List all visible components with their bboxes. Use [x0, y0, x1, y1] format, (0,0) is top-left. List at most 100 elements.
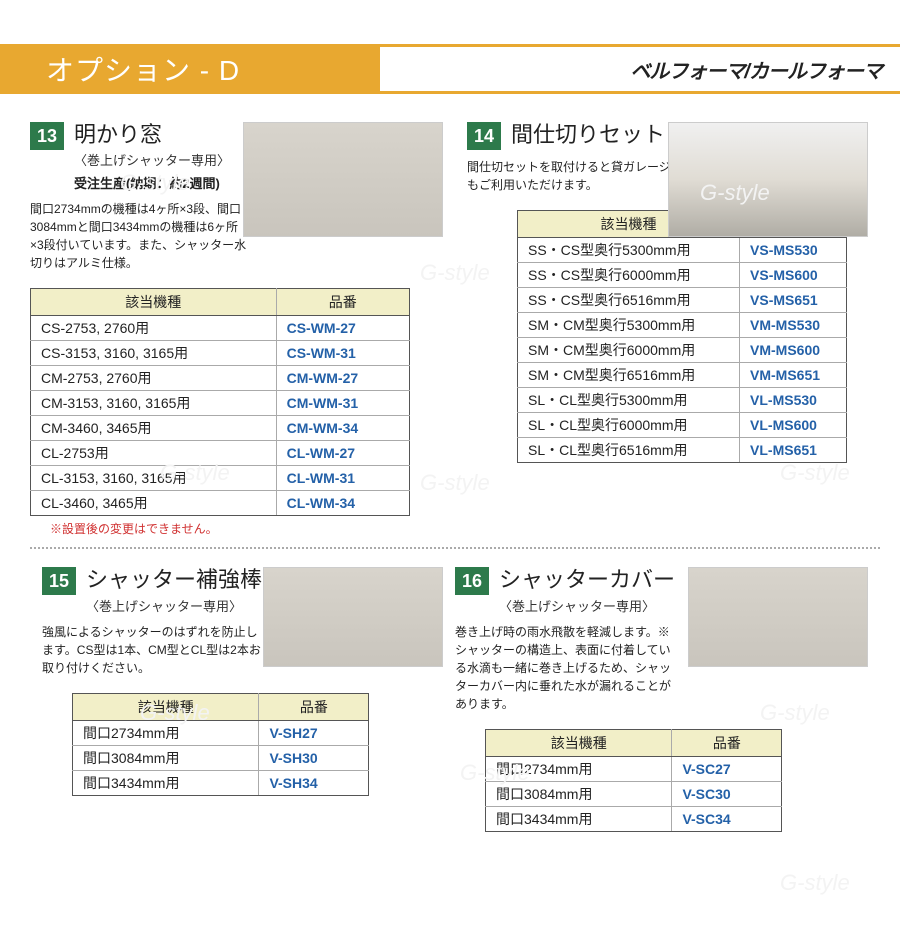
code-cell: CM-WM-34	[276, 416, 409, 441]
table-header: 品番	[672, 729, 782, 756]
section-footnote: ※設置後の変更はできません。	[50, 520, 443, 537]
code-cell: VM-MS600	[740, 338, 847, 363]
model-cell: SM・CM型奥行6000mm用	[518, 338, 740, 363]
table-row: 間口2734mm用V-SC27	[486, 756, 782, 781]
code-cell: VS-MS530	[740, 238, 847, 263]
code-cell: V-SC30	[672, 781, 782, 806]
model-cell: SL・CL型奥行6516mm用	[518, 438, 740, 463]
model-cell: CL-2753用	[31, 441, 277, 466]
section-number: 15	[42, 567, 76, 595]
model-cell: SS・CS型奥行6516mm用	[518, 288, 740, 313]
model-cell: CM-2753, 2760用	[31, 366, 277, 391]
table-row: 間口3084mm用V-SC30	[486, 781, 782, 806]
model-cell: 間口2734mm用	[73, 720, 259, 745]
table-row: CL-3153, 3160, 3165用CL-WM-31	[31, 466, 410, 491]
table-header: 該当機種	[73, 693, 259, 720]
product-image	[243, 122, 443, 237]
table-header: 品番	[276, 289, 409, 316]
model-cell: SL・CL型奥行5300mm用	[518, 388, 740, 413]
header-bar: オプション - D ベルフォーマ/カールフォーマ	[0, 44, 900, 94]
section-14: 14 間仕切りセット 間仕切セットを取付けると貸ガレージにもご利用いただけます。…	[455, 122, 880, 537]
code-cell: VL-MS600	[740, 413, 847, 438]
product-table: 該当機種品番間口2734mm用V-SH27間口3084mm用V-SH30間口34…	[72, 693, 369, 796]
table-row: SS・CS型奥行5300mm用VS-MS530	[518, 238, 847, 263]
model-cell: SS・CS型奥行6000mm用	[518, 263, 740, 288]
table-row: CL-2753用CL-WM-27	[31, 441, 410, 466]
watermark: G-style	[780, 870, 850, 896]
header-title-left: オプション - D	[0, 44, 380, 94]
section-divider	[30, 547, 880, 549]
section-number: 16	[455, 567, 489, 595]
model-cell: 間口2734mm用	[486, 756, 672, 781]
table-row: 間口3084mm用V-SH30	[73, 745, 369, 770]
table-row: CM-3460, 3465用CM-WM-34	[31, 416, 410, 441]
code-cell: V-SH30	[259, 745, 369, 770]
model-cell: 間口3084mm用	[486, 781, 672, 806]
table-header: 該当機種	[31, 289, 277, 316]
code-cell: CM-WM-27	[276, 366, 409, 391]
table-row: SL・CL型奥行5300mm用VL-MS530	[518, 388, 847, 413]
table-row: 間口2734mm用V-SH27	[73, 720, 369, 745]
model-cell: SL・CL型奥行6000mm用	[518, 413, 740, 438]
model-cell: SM・CM型奥行6516mm用	[518, 363, 740, 388]
section-description: 間口2734mmの機種は4ヶ所×3段、間口3084mmと間口3434mmの機種は…	[30, 200, 250, 272]
table-header: 該当機種	[486, 729, 672, 756]
code-cell: VS-MS600	[740, 263, 847, 288]
model-cell: CL-3460, 3465用	[31, 491, 277, 516]
product-table: 該当機種品番SS・CS型奥行5300mm用VS-MS530SS・CS型奥行600…	[517, 210, 847, 463]
code-cell: VS-MS651	[740, 288, 847, 313]
model-cell: CM-3153, 3160, 3165用	[31, 391, 277, 416]
table-row: SM・CM型奥行5300mm用VM-MS530	[518, 313, 847, 338]
section-15: 15 シャッター補強棒 〈巻上げシャッター専用〉 強風によるシャッターのはずれを…	[30, 567, 455, 831]
model-cell: CS-3153, 3160, 3165用	[31, 341, 277, 366]
table-header: 品番	[259, 693, 369, 720]
code-cell: VM-MS530	[740, 313, 847, 338]
product-image	[668, 122, 868, 237]
code-cell: CL-WM-31	[276, 466, 409, 491]
table-row: CM-3153, 3160, 3165用CM-WM-31	[31, 391, 410, 416]
product-table: 該当機種品番間口2734mm用V-SC27間口3084mm用V-SC30間口34…	[485, 729, 782, 832]
code-cell: CS-WM-31	[276, 341, 409, 366]
code-cell: CS-WM-27	[276, 316, 409, 341]
product-table: 該当機種品番CS-2753, 2760用CS-WM-27CS-3153, 316…	[30, 288, 410, 516]
code-cell: V-SH34	[259, 770, 369, 795]
table-row: SS・CS型奥行6516mm用VS-MS651	[518, 288, 847, 313]
page: オプション - D ベルフォーマ/カールフォーマ 13 明かり窓 〈巻上げシャッ…	[0, 44, 900, 832]
model-cell: CS-2753, 2760用	[31, 316, 277, 341]
product-image	[263, 567, 443, 667]
code-cell: V-SC34	[672, 806, 782, 831]
model-cell: 間口3434mm用	[73, 770, 259, 795]
header-title-right: ベルフォーマ/カールフォーマ	[380, 44, 900, 94]
code-cell: V-SH27	[259, 720, 369, 745]
product-image	[688, 567, 868, 667]
table-row: SS・CS型奥行6000mm用VS-MS600	[518, 263, 847, 288]
section-number: 14	[467, 122, 501, 150]
table-row: CS-3153, 3160, 3165用CS-WM-31	[31, 341, 410, 366]
table-row: SM・CM型奥行6000mm用VM-MS600	[518, 338, 847, 363]
code-cell: CL-WM-27	[276, 441, 409, 466]
table-row: SM・CM型奥行6516mm用VM-MS651	[518, 363, 847, 388]
table-row: SL・CL型奥行6516mm用VL-MS651	[518, 438, 847, 463]
model-cell: SM・CM型奥行5300mm用	[518, 313, 740, 338]
code-cell: CM-WM-31	[276, 391, 409, 416]
section-description: 強風によるシャッターのはずれを防止します。CS型は1本、CM型とCL型は2本お取…	[42, 623, 262, 677]
model-cell: CM-3460, 3465用	[31, 416, 277, 441]
model-cell: 間口3434mm用	[486, 806, 672, 831]
section-description: 巻き上げ時の雨水飛散を軽減します。※シャッターの構造上、表面に付着している水滴も…	[455, 623, 675, 713]
content-area: 13 明かり窓 〈巻上げシャッター専用〉 受注生産(納期：約2週間) 間口273…	[0, 94, 900, 832]
model-cell: SS・CS型奥行5300mm用	[518, 238, 740, 263]
model-cell: CL-3153, 3160, 3165用	[31, 466, 277, 491]
table-row: 間口3434mm用V-SC34	[486, 806, 782, 831]
table-row: SL・CL型奥行6000mm用VL-MS600	[518, 413, 847, 438]
section-13: 13 明かり窓 〈巻上げシャッター専用〉 受注生産(納期：約2週間) 間口273…	[30, 122, 455, 537]
code-cell: V-SC27	[672, 756, 782, 781]
table-row: 間口3434mm用V-SH34	[73, 770, 369, 795]
code-cell: VM-MS651	[740, 363, 847, 388]
section-16: 16 シャッターカバー 〈巻上げシャッター専用〉 巻き上げ時の雨水飛散を軽減しま…	[455, 567, 880, 831]
section-number: 13	[30, 122, 64, 150]
table-row: CL-3460, 3465用CL-WM-34	[31, 491, 410, 516]
code-cell: CL-WM-34	[276, 491, 409, 516]
table-row: CS-2753, 2760用CS-WM-27	[31, 316, 410, 341]
code-cell: VL-MS651	[740, 438, 847, 463]
model-cell: 間口3084mm用	[73, 745, 259, 770]
